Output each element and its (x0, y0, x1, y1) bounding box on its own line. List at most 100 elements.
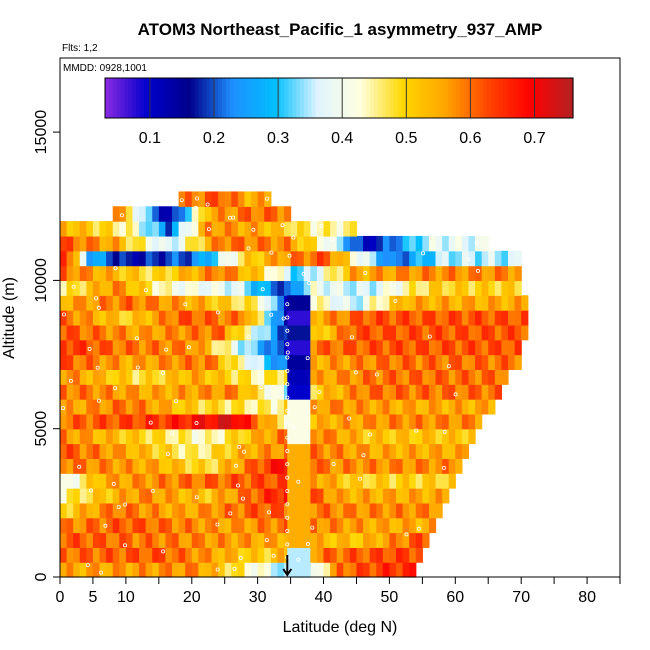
heat-cell (73, 384, 81, 400)
heat-cell (303, 221, 311, 237)
heat-cell (185, 384, 193, 400)
heat-cell (244, 547, 252, 563)
heat-cell (198, 235, 206, 252)
y-tick-label: 0 (33, 572, 50, 581)
heat-cell (448, 458, 456, 474)
heat-cell (218, 191, 226, 207)
heat-cell (409, 310, 417, 326)
heat-cell (422, 235, 430, 252)
profile-band-cell (287, 384, 311, 400)
colorbar-cell (303, 78, 309, 118)
heat-cell (376, 235, 384, 252)
heat-cell (218, 354, 226, 370)
heat-cell (330, 473, 338, 489)
heat-cell (112, 502, 120, 519)
heat-cell (369, 399, 377, 415)
heat-cell (251, 265, 259, 282)
heat-cell (382, 443, 391, 459)
heat-cell (158, 532, 167, 548)
heat-cell (60, 443, 68, 459)
profile-band-cell (287, 532, 311, 548)
heat-cell (336, 502, 344, 519)
heat-cell (461, 250, 470, 267)
heat-cell (158, 502, 167, 519)
heat-cell (244, 235, 252, 252)
heat-cell (198, 502, 206, 519)
sample-point (291, 424, 296, 429)
sample-point (205, 202, 210, 207)
heat-cell (218, 265, 226, 282)
heat-cell (257, 399, 265, 415)
sample-point (317, 389, 322, 394)
heat-cell (198, 399, 206, 415)
heat-cell (92, 443, 101, 459)
heat-cell (86, 324, 94, 341)
heat-cell (508, 295, 516, 311)
heat-cell (461, 295, 470, 311)
heat-cell (86, 295, 94, 311)
heat-cell (92, 235, 101, 252)
heat-cell (125, 206, 134, 222)
heat-cell (178, 295, 186, 311)
heat-cell (237, 399, 246, 415)
colorbar-cell (479, 78, 484, 118)
heat-cell (172, 324, 180, 341)
heat-cell (448, 399, 456, 415)
colorbar-cell (452, 78, 457, 118)
heat-cell (165, 265, 173, 282)
heat-cell (139, 369, 147, 385)
sample-point (329, 237, 334, 242)
heat-cell (231, 265, 239, 282)
heat-layer (60, 428, 476, 445)
heat-cell (316, 473, 325, 489)
heat-cell (461, 354, 470, 370)
heat-cell (198, 295, 206, 311)
heat-cell (508, 324, 516, 341)
heat-cell (211, 399, 219, 415)
heat-cell (363, 280, 371, 296)
heat-cell (257, 265, 265, 282)
heat-cell (488, 399, 496, 415)
heat-cell (257, 413, 265, 430)
heat-cell (119, 310, 127, 326)
heat-cell (79, 428, 87, 445)
heat-cell (475, 339, 483, 356)
heat-cell (468, 399, 476, 415)
heat-cell (106, 295, 114, 311)
heat-cell (211, 517, 219, 534)
heat-cell (231, 547, 239, 563)
heat-cell (152, 473, 160, 489)
heat-cell (86, 265, 94, 282)
heat-cell (409, 369, 417, 385)
heat-cell (494, 354, 503, 370)
sample-point (285, 475, 290, 480)
heat-cell (442, 354, 450, 370)
heat-cell (349, 502, 358, 519)
heat-cell (415, 488, 423, 504)
heat-cell (106, 532, 114, 548)
heat-cell (112, 295, 120, 311)
heat-cell (198, 428, 206, 445)
heat-cell (264, 532, 272, 548)
heat-cell (185, 502, 193, 519)
heat-cell (323, 384, 331, 400)
heat-cell (237, 458, 246, 474)
heat-cell (508, 310, 516, 326)
heat-cell (172, 517, 180, 534)
heat-cell (60, 532, 68, 548)
heat-cell (112, 547, 120, 563)
heat-cell (428, 339, 437, 356)
colorbar-cell (549, 78, 555, 118)
heat-cell (224, 443, 232, 459)
heat-cell (501, 310, 509, 326)
sample-point (111, 481, 116, 486)
heat-cell (73, 458, 81, 474)
heat-cell (231, 488, 239, 504)
heat-cell (336, 310, 344, 326)
profile-band-cell (287, 324, 311, 341)
sample-point (310, 525, 315, 530)
heat-cell (237, 502, 246, 519)
heat-cell (270, 458, 279, 474)
heat-cell (211, 206, 219, 222)
heat-cell (428, 399, 437, 415)
